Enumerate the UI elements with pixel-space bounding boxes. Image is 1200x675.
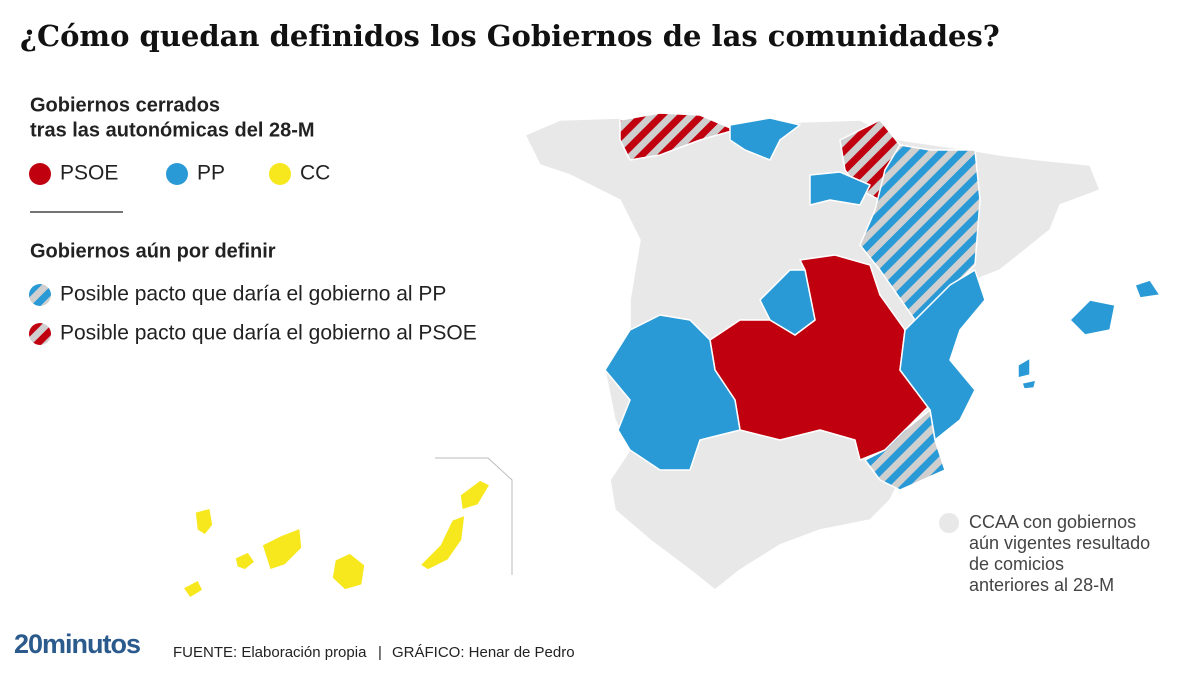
note-text: aún vigentes resultado [969,533,1150,553]
title: ¿Cómo quedan definidos los Gobiernos de … [20,19,1000,53]
legend-swatch [29,323,51,345]
note-text: CCAA con gobiernos [969,512,1136,532]
legend-heading: Gobiernos cerrados [30,94,220,116]
legend-heading: Gobiernos aún por definir [30,240,276,262]
brand: 20minutos [14,629,140,659]
island [261,527,303,571]
island [459,479,491,511]
region-asturias [619,112,736,161]
island [194,507,214,536]
legend-label: PP [197,162,225,185]
inset-frame [435,457,513,575]
island [419,514,466,571]
region-cantabria [729,117,801,161]
legend-swatch [29,163,51,185]
legend-label: Posible pacto que daría el gobierno al P… [60,283,446,306]
region-ibiza [1017,357,1031,379]
legend-heading: tras las autonómicas del 28-M [30,119,315,141]
legend-swatch [269,163,291,185]
region-formentera [1021,379,1037,390]
credit: GRÁFICO: Henar de Pedro [392,644,575,661]
legend-label: PSOE [60,162,118,185]
legend-label: Posible pacto que daría el gobierno al P… [60,322,477,345]
island [234,551,256,571]
legend-swatch [166,163,188,185]
island [182,579,204,599]
source: FUENTE: Elaboración propia [173,644,367,661]
region-extremadura [604,314,741,471]
legend-swatch [29,284,51,306]
legend-label: CC [300,162,330,185]
island [331,552,366,591]
region-valencia [899,269,986,441]
region-murcia [864,409,946,491]
region-rioja [809,171,871,206]
note-text: anteriores al 28-M [969,575,1114,595]
region-mallorca [1069,299,1116,336]
region-madrid [759,269,816,336]
separator: | [378,644,382,661]
note-swatch [939,513,959,533]
note-text: de comicios [969,554,1064,574]
region-menorca [1134,279,1161,299]
canarias [182,479,491,599]
